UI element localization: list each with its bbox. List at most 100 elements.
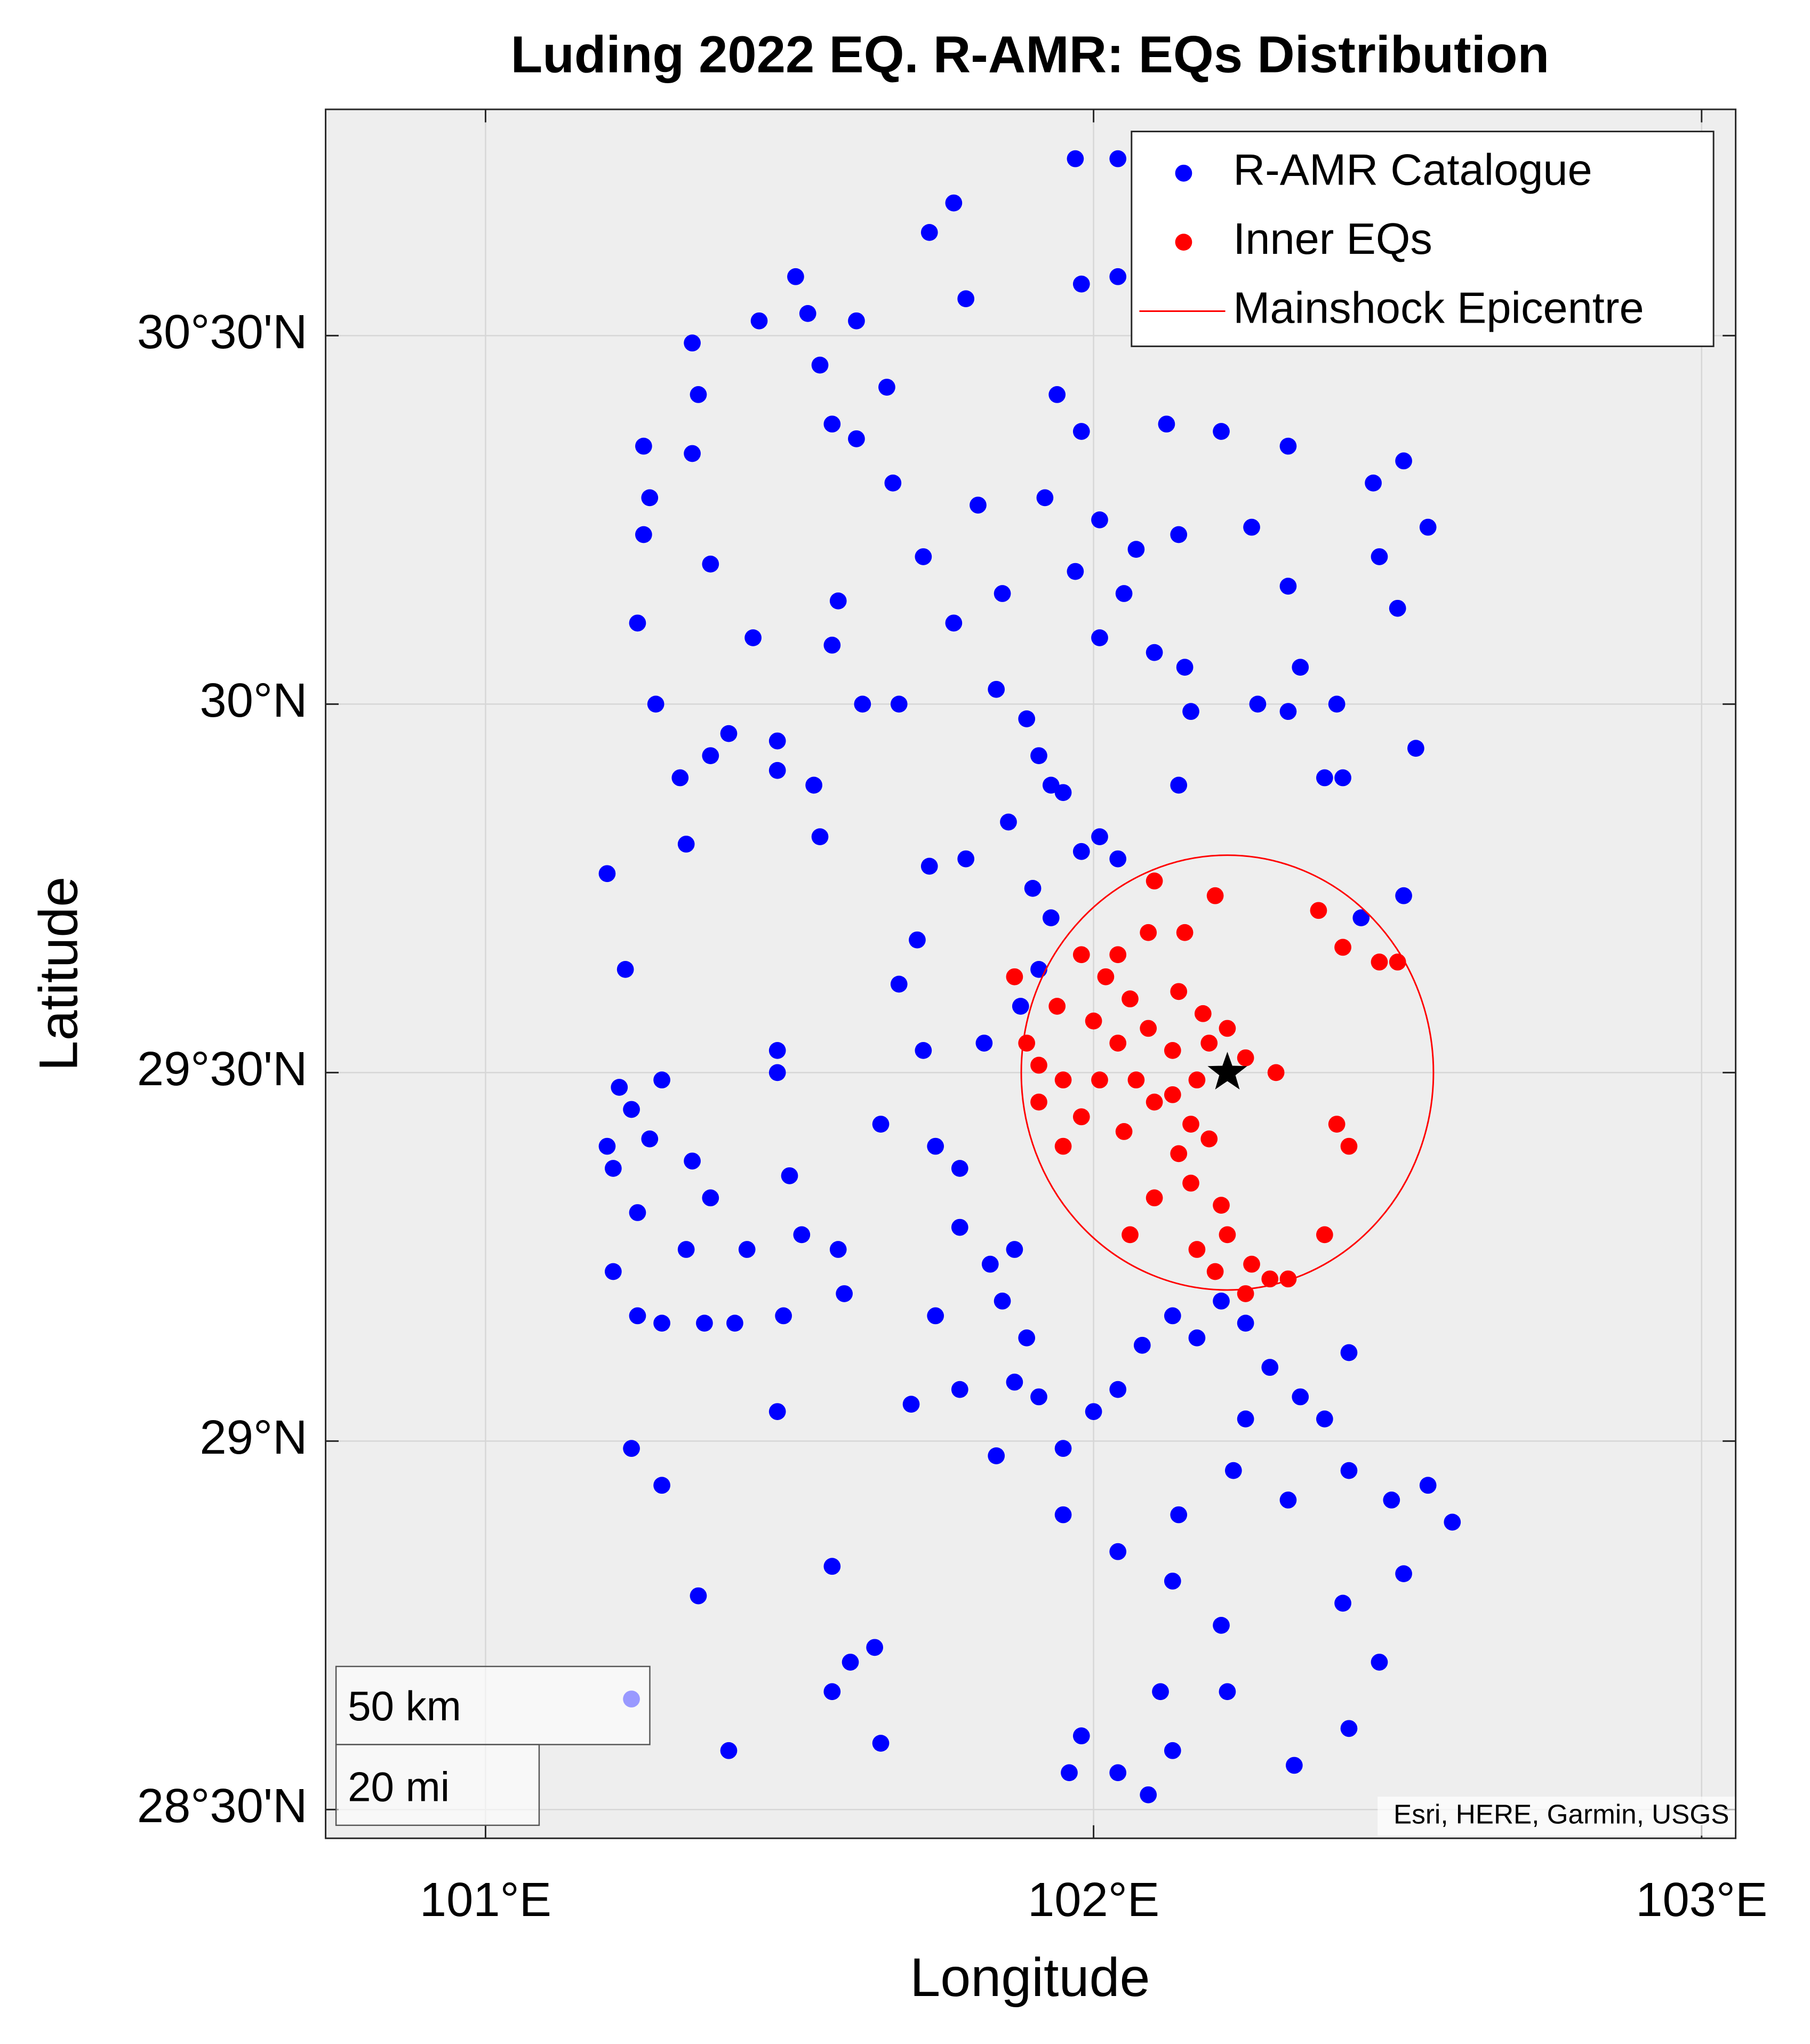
data-point — [605, 1160, 622, 1177]
data-point — [1340, 1344, 1358, 1361]
data-point — [653, 1314, 670, 1332]
data-point — [1115, 585, 1133, 602]
data-point — [1279, 1270, 1297, 1288]
data-point — [1067, 563, 1084, 580]
data-point — [823, 415, 841, 433]
data-point — [872, 1116, 890, 1133]
data-point — [1279, 437, 1297, 455]
data-point — [1316, 1410, 1333, 1428]
plot-area — [325, 109, 1736, 1839]
scale-box — [335, 1665, 651, 1745]
data-point — [1334, 769, 1351, 787]
data-point — [902, 1396, 920, 1413]
data-point — [750, 312, 768, 330]
data-point — [1206, 1263, 1224, 1280]
data-point — [1383, 1492, 1400, 1509]
x-tick-label: 101°E — [420, 1873, 551, 1927]
data-point — [1395, 887, 1412, 904]
data-point — [1261, 1359, 1279, 1376]
legend-marker — [1175, 234, 1192, 251]
data-point — [1012, 998, 1029, 1015]
data-point — [598, 1137, 616, 1155]
data-point — [1109, 1381, 1127, 1398]
data-point — [848, 312, 865, 330]
data-point — [1085, 1403, 1102, 1420]
data-point — [890, 695, 908, 713]
data-point — [1140, 924, 1157, 941]
data-point — [1407, 740, 1424, 757]
legend-label: Mainshock Epicentre — [1233, 283, 1644, 332]
data-point — [1146, 1189, 1163, 1207]
data-point — [1334, 939, 1351, 956]
data-point — [793, 1226, 811, 1244]
data-point — [598, 865, 616, 883]
attribution-bg — [1377, 1797, 1736, 1836]
data-point — [1030, 961, 1047, 978]
data-point — [1389, 599, 1406, 617]
data-point — [1054, 1440, 1072, 1457]
data-point — [1213, 1616, 1230, 1634]
data-point — [1237, 1314, 1254, 1332]
data-point — [920, 857, 938, 875]
data-point — [1316, 1226, 1333, 1244]
data-point — [1389, 953, 1406, 971]
data-point — [1395, 452, 1412, 470]
data-point — [1061, 1764, 1078, 1782]
data-point — [702, 1189, 719, 1207]
data-point — [1237, 1049, 1254, 1067]
data-point — [1164, 1742, 1181, 1759]
data-point — [1054, 784, 1072, 801]
data-point — [1146, 872, 1163, 889]
data-point — [702, 747, 719, 764]
data-point — [1091, 828, 1108, 845]
data-point — [1365, 474, 1382, 492]
mainshock-radius — [1020, 854, 1435, 1291]
data-point — [1170, 526, 1188, 543]
data-point — [799, 305, 816, 322]
scale-label: 50 km — [348, 1682, 461, 1729]
data-point — [957, 850, 975, 868]
data-point — [1054, 1071, 1072, 1089]
data-point — [823, 1683, 841, 1701]
data-point — [768, 1042, 786, 1059]
data-point — [1170, 983, 1188, 1000]
data-point — [671, 769, 689, 787]
data-point — [1188, 1071, 1206, 1089]
data-point — [1000, 813, 1017, 831]
data-point — [1371, 1654, 1388, 1671]
data-point — [1091, 1071, 1108, 1089]
data-point — [1024, 879, 1042, 897]
data-point — [1237, 1410, 1254, 1428]
data-point — [970, 496, 987, 514]
data-point — [920, 224, 938, 241]
data-point — [605, 1263, 622, 1280]
data-point — [811, 356, 829, 374]
data-point — [1109, 150, 1127, 167]
y-tick-label: 28°30'N — [137, 1779, 308, 1833]
data-point — [1219, 1226, 1236, 1244]
data-point — [1030, 1056, 1047, 1074]
data-point — [1036, 489, 1054, 507]
data-point — [1213, 1197, 1230, 1214]
data-point — [1316, 769, 1333, 787]
data-point — [1292, 659, 1309, 676]
data-point — [684, 445, 701, 462]
data-point — [635, 437, 652, 455]
data-point — [805, 776, 822, 794]
data-point — [726, 1314, 743, 1332]
scale-box — [335, 1744, 540, 1826]
data-point — [1340, 1720, 1358, 1737]
legend-label: R-AMR Catalogue — [1233, 145, 1592, 195]
data-point — [720, 725, 738, 742]
data-point — [1170, 1506, 1188, 1524]
data-point — [1109, 850, 1127, 868]
data-point — [1206, 887, 1224, 904]
data-point — [1170, 1145, 1188, 1163]
data-point — [684, 1152, 701, 1170]
data-point — [994, 1292, 1011, 1310]
attribution: Esri, HERE, Garmin, USGS — [1393, 1799, 1729, 1829]
data-point — [1371, 953, 1388, 971]
data-point — [641, 1130, 659, 1148]
data-point — [1146, 644, 1163, 661]
y-tick-label: 30°30'N — [137, 305, 308, 359]
